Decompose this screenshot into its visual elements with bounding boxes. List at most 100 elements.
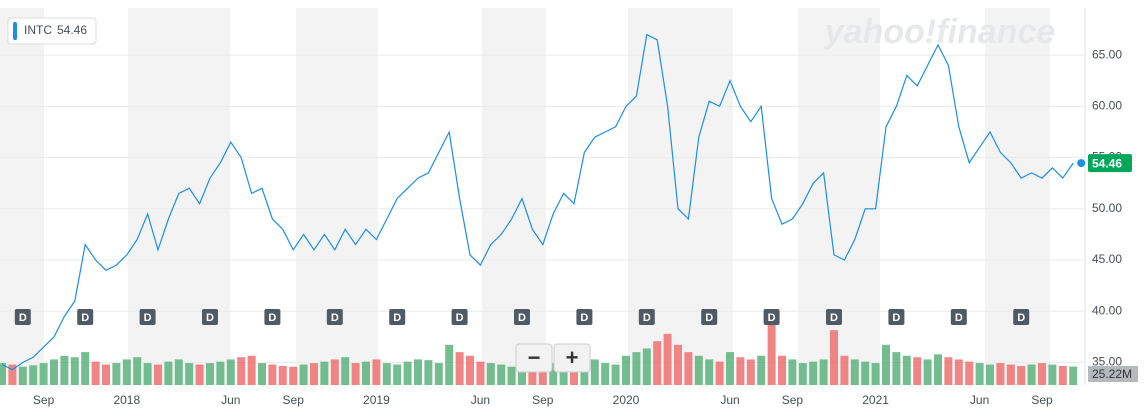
volume-bar bbox=[902, 355, 911, 385]
price-line bbox=[1, 33, 1074, 371]
x-tick-label: Jun bbox=[221, 393, 240, 407]
volume-bar bbox=[507, 366, 516, 385]
volume-bar bbox=[518, 363, 526, 385]
dividend-label: D bbox=[643, 312, 651, 324]
last-value-tag bbox=[1088, 154, 1132, 173]
volume-bar bbox=[1006, 364, 1015, 385]
volume-bar bbox=[830, 330, 838, 385]
volume-bar bbox=[112, 363, 121, 385]
volume-bar bbox=[746, 359, 755, 385]
volume-bar bbox=[476, 361, 485, 385]
volume-bar bbox=[882, 344, 890, 385]
legend-box bbox=[7, 17, 97, 45]
volume-bar bbox=[1038, 363, 1046, 385]
legend-value: 54.46 bbox=[57, 23, 87, 37]
volume-bar bbox=[278, 366, 287, 385]
volume-bar bbox=[237, 357, 246, 385]
volume-bar bbox=[986, 364, 994, 385]
volume-bar bbox=[726, 352, 734, 385]
last-value-label: 54.46 bbox=[1092, 156, 1122, 170]
volume-bar bbox=[18, 366, 27, 385]
volume-bar bbox=[424, 360, 433, 385]
volume-bar bbox=[216, 361, 225, 385]
volume-bar bbox=[60, 355, 69, 385]
volume-label: 25.22M bbox=[1092, 367, 1132, 381]
volume-bar bbox=[497, 364, 506, 385]
y-tick-label: 60.00 bbox=[1092, 99, 1122, 113]
volume-bar bbox=[434, 363, 443, 385]
dividend-marker bbox=[139, 309, 156, 325]
x-tick-label: Jun bbox=[970, 393, 989, 407]
volume-bar bbox=[164, 361, 173, 385]
x-tick-label: 2020 bbox=[613, 393, 640, 407]
volume-bar bbox=[195, 364, 204, 385]
legend-name: INTC bbox=[24, 23, 52, 37]
volume-bar bbox=[954, 359, 963, 385]
volume-bar bbox=[1048, 364, 1057, 385]
volume-bar bbox=[913, 357, 922, 385]
shade-band bbox=[628, 8, 733, 385]
dividend-label: D bbox=[331, 312, 339, 324]
volume-bar bbox=[466, 355, 474, 385]
zoom-button[interactable] bbox=[553, 343, 591, 373]
volume-bar bbox=[70, 357, 79, 385]
volume-bar bbox=[923, 359, 932, 385]
last-point bbox=[1077, 159, 1086, 168]
volume-bar bbox=[174, 359, 183, 385]
y-tick-label: 40.00 bbox=[1092, 303, 1122, 317]
volume-bar bbox=[850, 359, 859, 385]
dividend-label: D bbox=[955, 312, 963, 324]
y-tick-label: 35.00 bbox=[1092, 355, 1122, 369]
volume-bar bbox=[154, 364, 162, 385]
dividend-label: D bbox=[580, 312, 588, 324]
volume-bar bbox=[372, 359, 381, 385]
volume-bar bbox=[258, 363, 266, 385]
volume-bar bbox=[559, 361, 568, 385]
dividend-label: D bbox=[456, 312, 464, 324]
volume-bar bbox=[892, 352, 901, 385]
volume-bar bbox=[819, 359, 828, 385]
dividend-marker bbox=[888, 309, 905, 325]
volume-bar bbox=[330, 359, 339, 385]
dividend-marker bbox=[389, 309, 406, 325]
zoom-button-label[interactable]: + bbox=[566, 345, 579, 370]
dividend-marker bbox=[701, 309, 718, 325]
volume-bar bbox=[403, 361, 412, 385]
volume-bar bbox=[362, 361, 370, 385]
volume-bar bbox=[580, 363, 589, 385]
volume-bar bbox=[39, 363, 48, 385]
zoom-button[interactable] bbox=[515, 343, 553, 373]
dividend-marker bbox=[638, 309, 655, 325]
shade-band bbox=[296, 8, 378, 385]
x-tick-label: Sep bbox=[33, 393, 55, 407]
shade-band bbox=[128, 8, 230, 385]
dividend-marker bbox=[264, 309, 281, 325]
volume-bar bbox=[871, 363, 880, 385]
volume-bar bbox=[622, 355, 630, 385]
background-bands bbox=[0, 8, 1050, 385]
volume-bar bbox=[1027, 364, 1036, 385]
volume-bar bbox=[809, 361, 818, 385]
volume-bar bbox=[934, 354, 942, 385]
volume-bar bbox=[861, 361, 870, 385]
volume-bar bbox=[414, 359, 422, 385]
volume-bar bbox=[185, 363, 194, 385]
dividend-marker bbox=[77, 309, 94, 325]
volume-bar bbox=[632, 352, 641, 385]
volume-bar bbox=[8, 364, 17, 385]
zoom-button-label[interactable]: − bbox=[528, 345, 541, 370]
dividend-label: D bbox=[268, 312, 276, 324]
shade-band bbox=[482, 8, 546, 385]
dividend-marker bbox=[576, 309, 593, 325]
dividend-label: D bbox=[144, 312, 152, 324]
y-tick-label: 45.00 bbox=[1092, 252, 1122, 266]
x-tick-label: Sep bbox=[782, 393, 804, 407]
volume-bar bbox=[81, 352, 90, 385]
volume-bar bbox=[445, 344, 454, 385]
volume-bar bbox=[393, 364, 402, 385]
volume-bar bbox=[570, 364, 578, 385]
volume-bar bbox=[91, 361, 100, 385]
volume-bar bbox=[975, 363, 984, 385]
